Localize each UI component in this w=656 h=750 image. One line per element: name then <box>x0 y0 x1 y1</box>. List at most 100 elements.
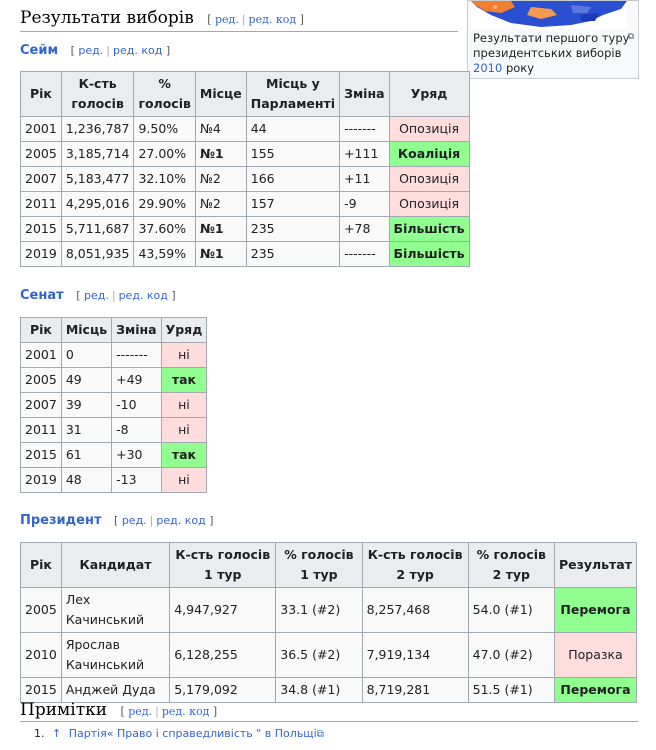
president-cell-percent1: 36.5 (#2) <box>275 632 363 678</box>
senate-cell-government: ні <box>160 467 208 493</box>
president-edit-link[interactable]: ред. <box>121 514 147 527</box>
notes-divider <box>20 721 638 722</box>
senate-cell-government: ні <box>160 392 208 418</box>
president-table: Рік Кандидат К-сть голосів 1 тур % голос… <box>20 542 638 703</box>
senate-cell-government: так <box>160 367 208 393</box>
sejm-heading: Сейм [ ред. | ред. код ] <box>20 43 170 58</box>
senate-header-row: Рік Місць Зміна Уряд <box>20 317 208 343</box>
senate-cell-change: -8 <box>111 417 162 443</box>
president-cell-result: Поразка <box>553 632 638 678</box>
election-map-image[interactable] <box>471 1 627 29</box>
senate-cell-year: 2015 <box>20 442 62 468</box>
sejm-cell-percent: 37.60% <box>133 216 196 242</box>
sejm-edit-code-link[interactable]: ред. код <box>113 44 163 57</box>
sejm-row: 2005 3,185,714 27.00% №1 155 +111 Коаліц… <box>20 141 470 167</box>
sejm-cell-year: 2007 <box>20 166 62 192</box>
sejm-cell-seats: 157 <box>245 191 341 217</box>
sejm-cell-place: №2 <box>194 166 247 192</box>
note-number: 1. <box>34 727 45 740</box>
senate-edit-links: [ ред. | ред. код ] <box>76 289 176 302</box>
notes-edit-links: [ ред. | ред. код ] <box>120 705 218 718</box>
notes-title: Примітки <box>20 700 108 720</box>
senate-cell-change: +30 <box>111 442 162 468</box>
sejm-cell-seats: 166 <box>245 166 341 192</box>
sejm-cell-place: №1 <box>194 241 247 267</box>
senate-cell-government: ні <box>160 342 208 368</box>
sejm-col-change: Зміна <box>339 71 390 117</box>
sejm-col-year: Рік <box>20 71 62 117</box>
sejm-cell-percent: 9.50% <box>133 116 196 142</box>
note-backlink-icon[interactable]: ↑ <box>52 727 62 740</box>
sejm-col-percent: % голосів <box>133 71 196 117</box>
president-cell-votes2: 8,719,281 <box>361 677 469 703</box>
sejm-col-votes: К-сть голосів <box>60 71 135 117</box>
sejm-cell-government: Опозиція <box>388 191 470 217</box>
president-cell-votes1: 4,947,927 <box>169 587 277 633</box>
sejm-cell-votes: 5,183,477 <box>60 166 135 192</box>
president-title: Президент <box>20 513 102 528</box>
sejm-cell-change: +111 <box>339 141 390 167</box>
sejm-cell-government: Більшість <box>388 241 470 267</box>
sejm-edit-link[interactable]: ред. <box>78 44 104 57</box>
sejm-row: 2001 1,236,787 9.50% №4 44 ------- Опози… <box>20 116 470 142</box>
senate-cell-change: +49 <box>111 367 162 393</box>
sejm-cell-seats: 44 <box>245 116 341 142</box>
senate-edit-link[interactable]: ред. <box>83 289 109 302</box>
president-cell-votes2: 8,257,468 <box>361 587 469 633</box>
results-edit-code-link[interactable]: ред. код <box>248 13 297 26</box>
senate-cell-government: ні <box>160 417 208 443</box>
note-item-link[interactable]: Партія« Право і справедливість " в Польщ… <box>68 727 317 740</box>
senate-cell-seats: 49 <box>60 367 113 393</box>
president-cell-percent2: 47.0 (#2) <box>467 632 555 678</box>
president-cell-candidate: Лех Качинський <box>60 587 171 633</box>
sejm-cell-government: Опозиція <box>388 166 470 192</box>
sejm-cell-change: ------- <box>339 116 390 142</box>
sejm-cell-year: 2015 <box>20 216 62 242</box>
sejm-table: Рік К-сть голосів % голосів Місце Місць … <box>20 71 470 267</box>
sejm-cell-place: №1 <box>194 141 247 167</box>
senate-cell-change: -13 <box>111 467 162 493</box>
president-cell-percent2: 51.5 (#1) <box>467 677 555 703</box>
results-edit-links: [ ред. | ред. код ] <box>207 13 304 26</box>
president-cell-year: 2010 <box>20 632 62 678</box>
senate-row: 2011 31 -8 ні <box>20 417 208 443</box>
sejm-cell-votes: 3,185,714 <box>60 141 135 167</box>
senate-cell-change: -10 <box>111 392 162 418</box>
senate-heading: Сенат [ ред. | ред. код ] <box>20 288 176 303</box>
senate-row: 2015 61 +30 так <box>20 442 208 468</box>
president-edit-links: [ ред. | ред. код ] <box>114 514 214 527</box>
president-row: 2010 Ярослав Качинський 6,128,255 36.5 (… <box>20 632 638 678</box>
president-header-row: Рік Кандидат К-сть голосів 1 тур % голос… <box>20 542 638 588</box>
sejm-cell-seats: 235 <box>245 241 341 267</box>
results-heading: Результати виборів [ ред. | ред. код ] <box>20 8 304 28</box>
president-row: 2015 Анджей Дуда 5,179,092 34.8 (#1) 8,7… <box>20 677 638 703</box>
sejm-cell-votes: 1,236,787 <box>60 116 135 142</box>
sejm-col-seats: Місць у Парламенті <box>245 71 341 117</box>
map-caption-year-link[interactable]: 2010 <box>473 61 503 75</box>
enlarge-icon[interactable]: ⧉ <box>627 32 634 42</box>
results-divider <box>20 31 458 32</box>
senate-edit-code-link[interactable]: ред. код <box>118 289 168 302</box>
sejm-cell-change: -9 <box>339 191 390 217</box>
senate-cell-year: 2007 <box>20 392 62 418</box>
map-thumbnail: ⧉ Результати першого туру президентських… <box>467 0 639 79</box>
senate-cell-seats: 39 <box>60 392 113 418</box>
senate-cell-seats: 0 <box>60 342 113 368</box>
president-cell-result: Перемога <box>553 677 638 703</box>
president-col-candidate: Кандидат <box>60 542 171 588</box>
results-edit-link[interactable]: ред. <box>214 13 239 26</box>
notes-edit-code-link[interactable]: ред. код <box>161 705 210 718</box>
sejm-cell-government: Коаліція <box>388 141 470 167</box>
sejm-cell-change: +78 <box>339 216 390 242</box>
senate-row: 2019 48 -13 ні <box>20 467 208 493</box>
sejm-cell-seats: 235 <box>245 216 341 242</box>
map-caption: Результати першого туру президентських в… <box>473 31 633 76</box>
president-cell-percent1: 33.1 (#2) <box>275 587 363 633</box>
president-edit-code-link[interactable]: ред. код <box>156 514 206 527</box>
sejm-cell-votes: 8,051,935 <box>60 241 135 267</box>
map-caption-text: Результати першого туру президентських в… <box>473 31 630 60</box>
notes-edit-link[interactable]: ред. <box>128 705 153 718</box>
sejm-cell-government: Опозиція <box>388 116 470 142</box>
results-title: Результати виборів <box>20 8 194 28</box>
sejm-row: 2011 4,295,016 29.90% №2 157 -9 Опозиція <box>20 191 470 217</box>
